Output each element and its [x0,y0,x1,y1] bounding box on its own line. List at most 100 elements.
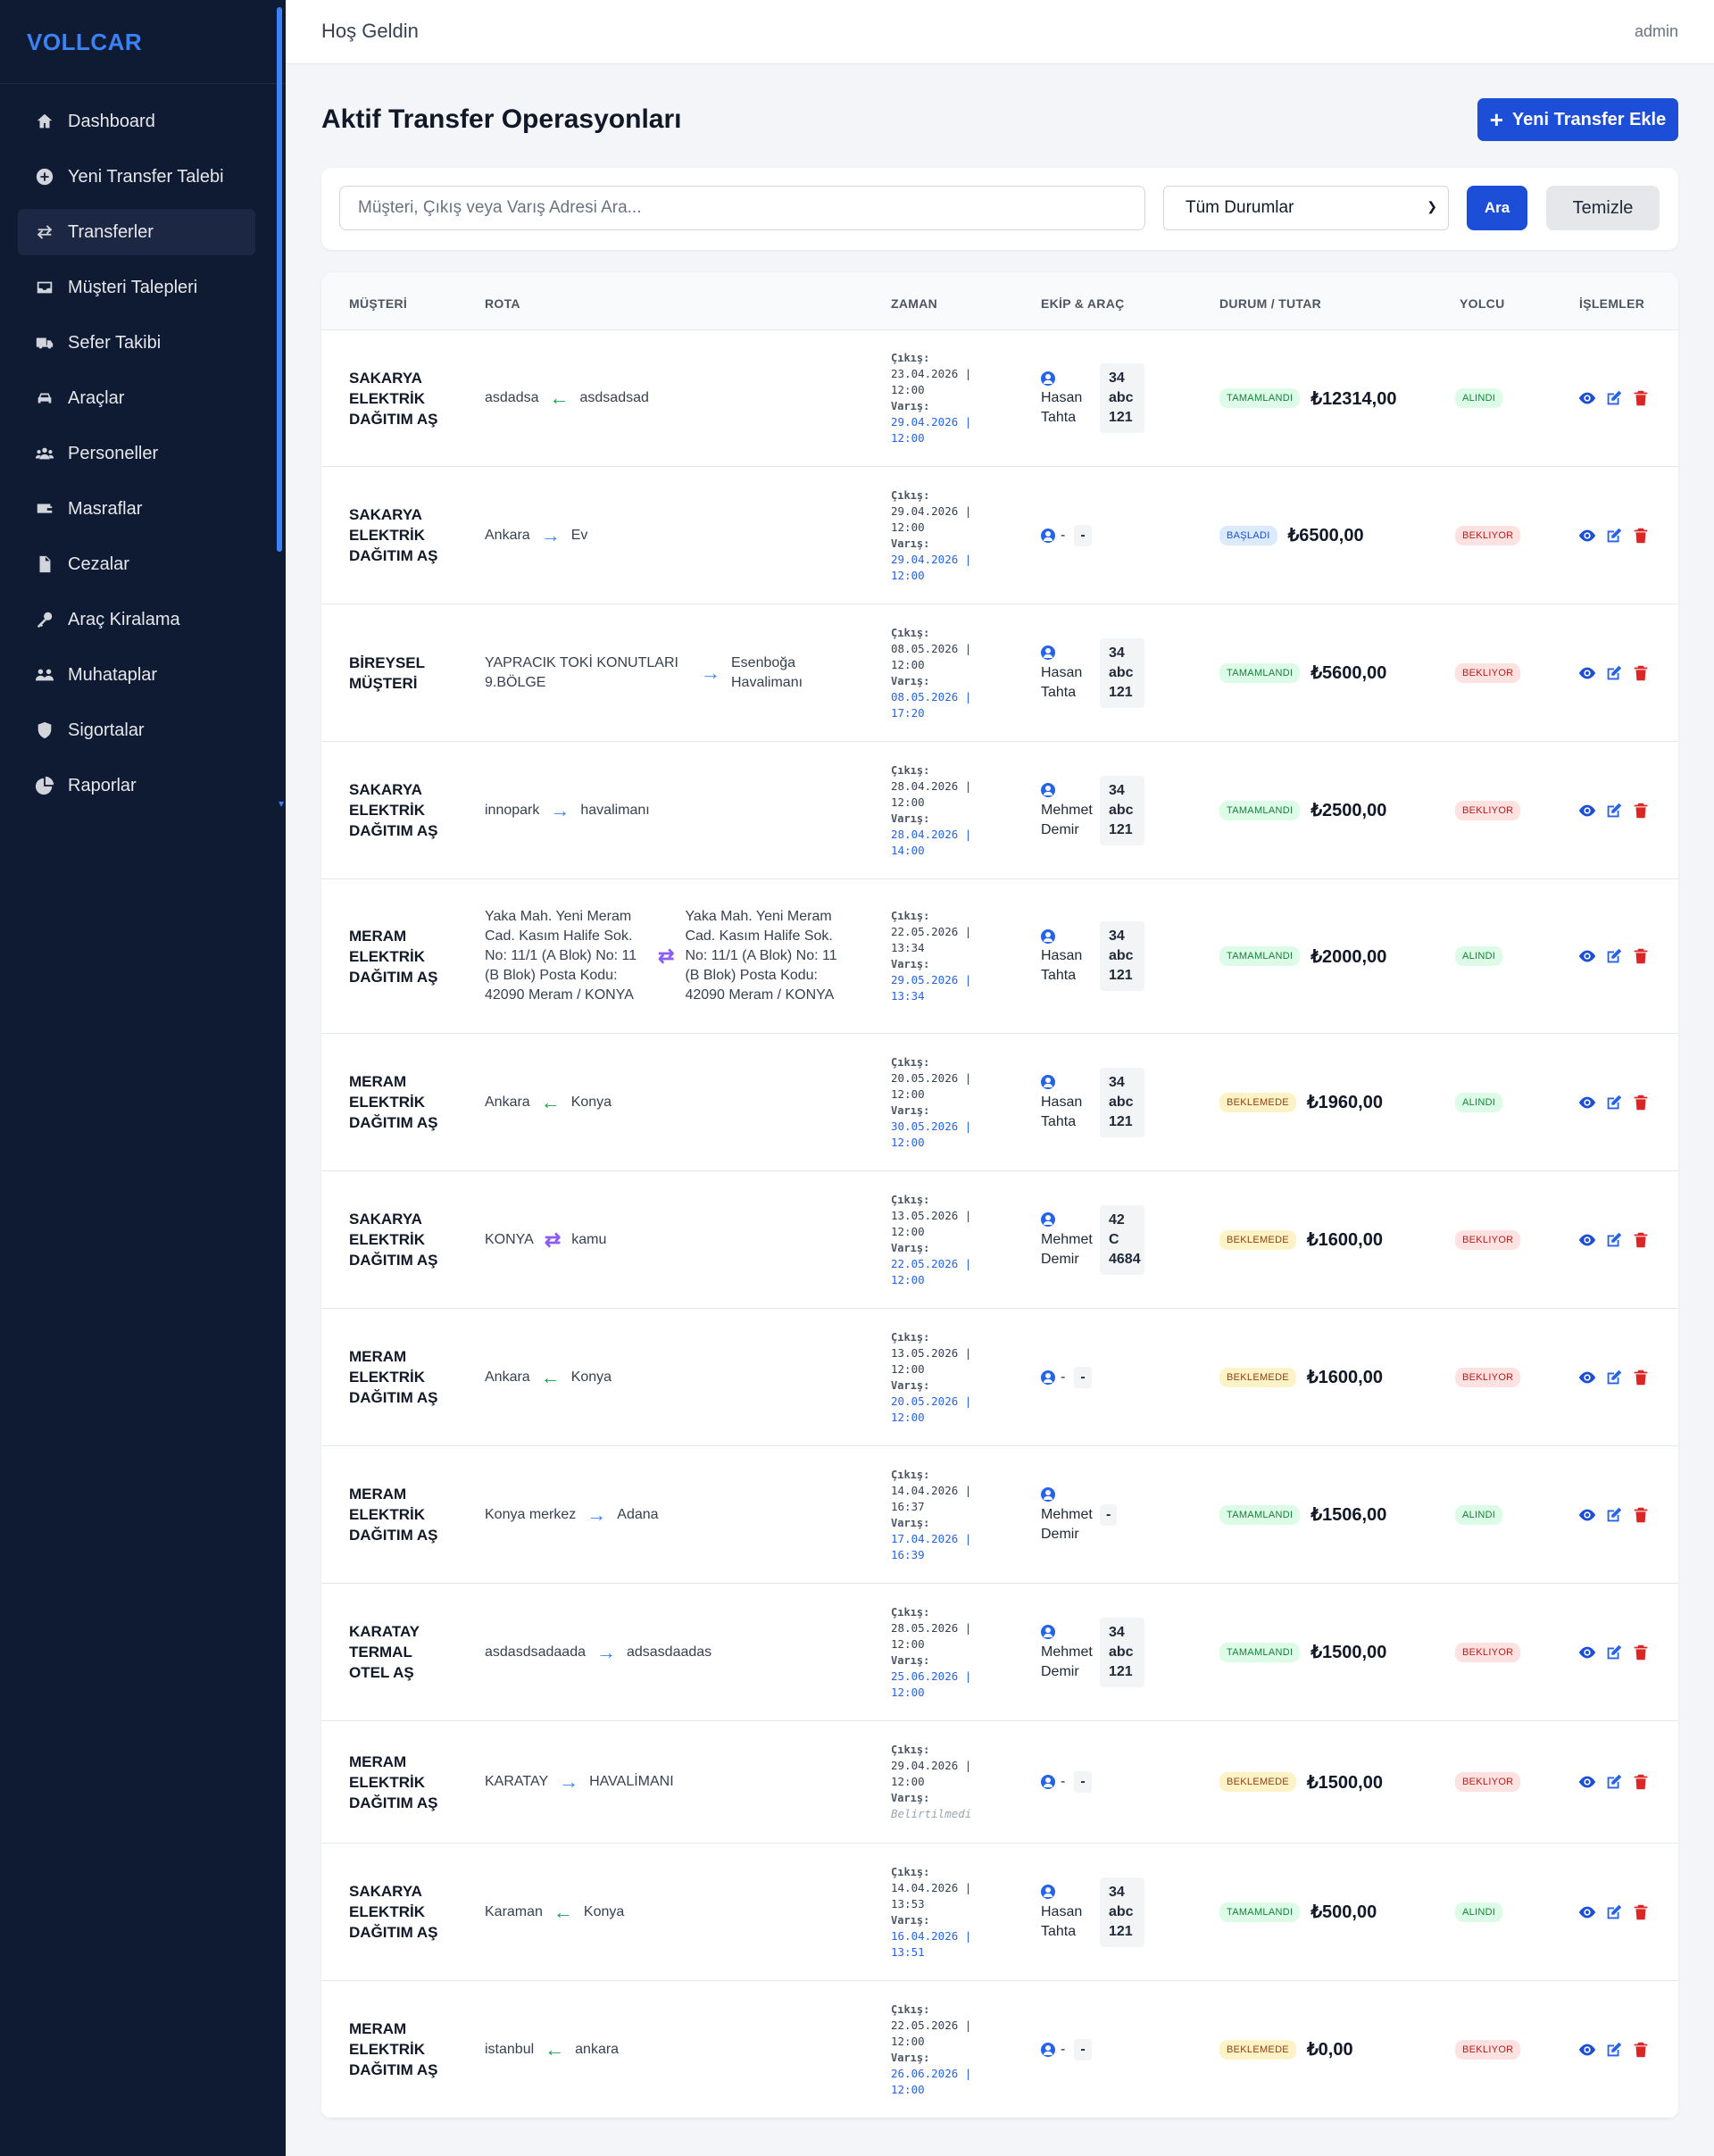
table-row[interactable]: MERAM ELEKTRİK DAĞITIM AŞ Konya merkez →… [321,1446,1678,1584]
route-to: ankara [575,2041,620,2057]
view-icon[interactable] [1577,1367,1598,1388]
view-icon[interactable] [1577,1092,1598,1113]
sidebar-item-shield[interactable]: Sigortalar [18,707,255,753]
arrival-label: Varış: [891,1792,930,1804]
table-row[interactable]: MERAM ELEKTRİK DAĞITIM AŞ Ankara ← Konya… [321,1309,1678,1446]
view-icon[interactable] [1577,2039,1598,2060]
sidebar-item-pie-chart[interactable]: Raporlar [18,762,255,809]
sidebar-item-wallet[interactable]: Masraflar [18,486,255,532]
table-row[interactable]: BİREYSEL MÜŞTERİ YAPRACIK TOKİ KONUTLARI… [321,604,1678,742]
route: YAPRACIK TOKİ KONUTLARI 9.BÖLGE → Esenbo… [485,604,878,741]
table-row[interactable]: MERAM ELEKTRİK DAĞITIM AŞ KARATAY → HAVA… [321,1721,1678,1844]
arrival-time: 12:00 [891,1135,925,1149]
edit-icon[interactable] [1603,2039,1625,2060]
delete-icon[interactable] [1630,800,1652,821]
amount: ₺1500,00 [1310,1643,1387,1662]
amount: ₺12314,00 [1310,388,1397,409]
delete-icon[interactable] [1630,945,1652,967]
table-row[interactable]: MERAM ELEKTRİK DAĞITIM AŞ Yaka Mah. Yeni… [321,879,1678,1034]
edit-icon[interactable] [1603,1092,1625,1113]
driver-name: Hasan Tahta [1041,1094,1083,1129]
sidebar-item-home[interactable]: Dashboard [18,98,255,145]
view-icon[interactable] [1577,1642,1598,1663]
arrival-time: 12:00 [891,1272,925,1286]
wallet-icon [34,498,55,520]
sidebar-item-exchange[interactable]: Transferler [18,209,255,255]
edit-icon[interactable] [1603,1771,1625,1793]
crew-vehicle: Hasan Tahta 34 abc 121 [1041,1844,1175,1980]
sidebar-item-inbox[interactable]: Müşteri Talepleri [18,264,255,311]
schedule: Çıkış: 22.05.2026 | 12:00 Varış: 26.06.2… [891,1981,998,2118]
delete-icon[interactable] [1630,2039,1652,2060]
view-icon[interactable] [1577,1229,1598,1251]
delete-icon[interactable] [1630,1504,1652,1526]
sidebar-item-users[interactable]: Personeller [18,430,255,477]
edit-icon[interactable] [1603,800,1625,821]
table-row[interactable]: SAKARYA ELEKTRİK DAĞITIM AŞ asdadsa ← as… [321,330,1678,467]
delete-icon[interactable] [1630,1902,1652,1923]
sidebar-item-file[interactable]: Cezalar [18,541,255,587]
search-input[interactable] [339,186,1145,230]
customer-name: MERAM ELEKTRİK DAĞITIM AŞ [349,1348,438,1406]
delete-icon[interactable] [1630,1229,1652,1251]
status-badge: TAMAMLANDI [1219,946,1301,966]
clear-button[interactable]: Temizle [1546,186,1660,230]
passenger-badge: ALINDI [1455,946,1503,966]
arrival-label: Varış: [891,537,930,550]
pie-chart-icon [34,775,55,796]
departure-date: 29.04.2026 | [891,1759,972,1772]
sidebar-item-car[interactable]: Araçlar [18,375,255,421]
delete-icon[interactable] [1630,525,1652,546]
edit-icon[interactable] [1603,525,1625,546]
table-row[interactable]: SAKARYA ELEKTRİK DAĞITIM AŞ Ankara → Ev … [321,467,1678,604]
view-icon[interactable] [1577,387,1598,409]
edit-icon[interactable] [1603,387,1625,409]
edit-icon[interactable] [1603,1642,1625,1663]
vehicle-plate: 34 abc 121 [1100,775,1144,845]
vehicle-plate: - [1074,2038,1092,2060]
delete-icon[interactable] [1630,1771,1652,1793]
view-icon[interactable] [1577,1504,1598,1526]
table-row[interactable]: MERAM ELEKTRİK DAĞITIM AŞ Ankara ← Konya… [321,1034,1678,1171]
delete-icon[interactable] [1630,1642,1652,1663]
delete-icon[interactable] [1630,1367,1652,1388]
sidebar-item-truck[interactable]: Sefer Takibi [18,320,255,366]
departure-date: 20.05.2026 | [891,1070,972,1085]
sidebar-item-plus-circle[interactable]: Yeni Transfer Talebi [18,154,255,200]
view-icon[interactable] [1577,662,1598,684]
table-row[interactable]: MERAM ELEKTRİK DAĞITIM AŞ istanbul ← ank… [321,1981,1678,2119]
user-menu[interactable]: admin [1634,22,1678,40]
view-icon[interactable] [1577,945,1598,967]
sidebar-item-key[interactable]: Araç Kiralama [18,596,255,643]
header-crew: EKİP & ARAÇ [1041,296,1125,311]
edit-icon[interactable] [1603,1504,1625,1526]
delete-icon[interactable] [1630,387,1652,409]
row-actions [1577,604,1657,741]
user-icon [1041,1075,1055,1090]
edit-icon[interactable] [1603,662,1625,684]
add-transfer-button[interactable]: + Yeni Transfer Ekle [1477,98,1678,141]
departure-label: Çıkış: [891,1605,930,1619]
sidebar-scrollbar[interactable] [277,7,282,552]
edit-icon[interactable] [1603,945,1625,967]
edit-icon[interactable] [1603,1902,1625,1923]
edit-icon[interactable] [1603,1229,1625,1251]
route-arrow-icon: → [540,523,561,546]
departure-date: 22.05.2026 | [891,2018,972,2032]
view-icon[interactable] [1577,800,1598,821]
view-icon[interactable] [1577,1771,1598,1793]
table-row[interactable]: KARATAY TERMAL OTEL AŞ asdasdsadaada → a… [321,1584,1678,1721]
edit-icon[interactable] [1603,1367,1625,1388]
table-row[interactable]: SAKARYA ELEKTRİK DAĞITIM AŞ KONYA ⇄ kamu… [321,1171,1678,1309]
delete-icon[interactable] [1630,662,1652,684]
search-button[interactable]: Ara [1467,186,1527,230]
delete-icon[interactable] [1630,1092,1652,1113]
scroll-down-arrow-icon[interactable]: ▾ [278,797,284,810]
route-from: Ankara [485,1094,530,1110]
view-icon[interactable] [1577,525,1598,546]
view-icon[interactable] [1577,1902,1598,1923]
status-select[interactable]: Tüm Durumlar ❯ [1163,186,1449,230]
sidebar-item-people-group[interactable]: Muhataplar [18,652,255,698]
table-row[interactable]: SAKARYA ELEKTRİK DAĞITIM AŞ Karaman ← Ko… [321,1844,1678,1981]
table-row[interactable]: SAKARYA ELEKTRİK DAĞITIM AŞ innopark → h… [321,742,1678,879]
